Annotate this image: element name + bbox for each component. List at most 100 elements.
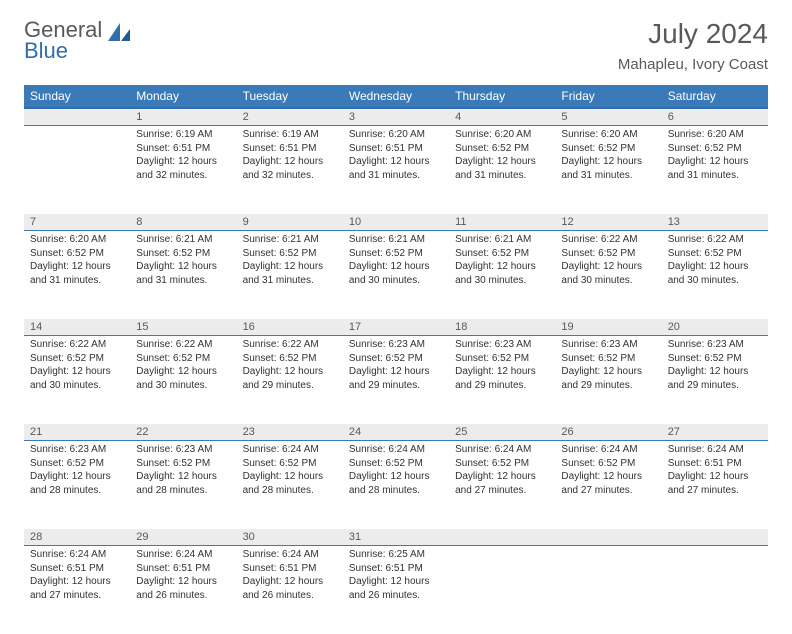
day-cell: Sunrise: 6:24 AMSunset: 6:51 PMDaylight:…: [130, 546, 236, 634]
sunset-label: Sunset:: [30, 458, 64, 469]
daylight-label: Daylight:: [243, 471, 282, 482]
day-cell: [662, 546, 768, 634]
sunrise-value: 6:24 AM: [282, 444, 319, 455]
sunset-label: Sunset:: [561, 353, 595, 364]
daylight-label: Daylight:: [243, 261, 282, 272]
sunset-label: Sunset:: [668, 248, 702, 259]
sunrise-label: Sunrise:: [349, 129, 386, 140]
day-number: 12: [555, 214, 661, 231]
sunrise-label: Sunrise:: [30, 234, 67, 245]
day-number: 30: [237, 529, 343, 546]
sunrise-value: 6:19 AM: [176, 129, 213, 140]
daylight-label: Daylight:: [561, 471, 600, 482]
sunset-value: 6:52 PM: [173, 353, 210, 364]
day-number: 9: [237, 214, 343, 231]
day-number: 4: [449, 109, 555, 126]
daylight-label: Daylight:: [668, 156, 707, 167]
sunset-value: 6:52 PM: [492, 458, 529, 469]
sunset-label: Sunset:: [243, 143, 277, 154]
day-cell: Sunrise: 6:20 AMSunset: 6:52 PMDaylight:…: [449, 126, 555, 214]
sunrise-label: Sunrise:: [561, 444, 598, 455]
sunrise-value: 6:22 AM: [707, 234, 744, 245]
sunrise-label: Sunrise:: [136, 339, 173, 350]
sunrise-label: Sunrise:: [243, 444, 280, 455]
day-cell: Sunrise: 6:24 AMSunset: 6:52 PMDaylight:…: [555, 441, 661, 529]
daylight-label: Daylight:: [349, 471, 388, 482]
day-number: 14: [24, 319, 130, 336]
daylight-label: Daylight:: [455, 156, 494, 167]
sunset-label: Sunset:: [136, 458, 170, 469]
logo: General Blue: [24, 18, 132, 62]
sunset-label: Sunset:: [136, 143, 170, 154]
sunset-value: 6:51 PM: [386, 143, 423, 154]
sunrise-label: Sunrise:: [243, 339, 280, 350]
daylight-label: Daylight:: [30, 366, 69, 377]
daylight-label: Daylight:: [243, 576, 282, 587]
daylight-label: Daylight:: [136, 261, 175, 272]
day-number: 1: [130, 109, 236, 126]
day-cell: Sunrise: 6:20 AMSunset: 6:52 PMDaylight:…: [555, 126, 661, 214]
daylight-label: Daylight:: [455, 261, 494, 272]
day-header: Saturday: [662, 85, 768, 108]
sunrise-label: Sunrise:: [455, 339, 492, 350]
sunrise-label: Sunrise:: [30, 444, 67, 455]
sunset-value: 6:51 PM: [67, 563, 104, 574]
page-header: General Blue July 2024 Mahapleu, Ivory C…: [24, 18, 768, 73]
sunset-value: 6:52 PM: [492, 143, 529, 154]
sunset-value: 6:52 PM: [67, 458, 104, 469]
day-number: 11: [449, 214, 555, 231]
sunset-value: 6:52 PM: [67, 353, 104, 364]
day-cell: Sunrise: 6:23 AMSunset: 6:52 PMDaylight:…: [555, 336, 661, 424]
day-number: 8: [130, 214, 236, 231]
day-cell: Sunrise: 6:22 AMSunset: 6:52 PMDaylight:…: [662, 231, 768, 319]
sunrise-value: 6:23 AM: [495, 339, 532, 350]
day-cell: Sunrise: 6:21 AMSunset: 6:52 PMDaylight:…: [343, 231, 449, 319]
day-cell: Sunrise: 6:24 AMSunset: 6:52 PMDaylight:…: [237, 441, 343, 529]
daylight-label: Daylight:: [668, 261, 707, 272]
day-cell: Sunrise: 6:23 AMSunset: 6:52 PMDaylight:…: [662, 336, 768, 424]
daylight-label: Daylight:: [136, 366, 175, 377]
month-title: July 2024: [618, 18, 768, 50]
sunrise-label: Sunrise:: [243, 129, 280, 140]
day-cell: [555, 546, 661, 634]
daylight-label: Daylight:: [455, 366, 494, 377]
daylight-label: Daylight:: [455, 471, 494, 482]
sunset-label: Sunset:: [668, 458, 702, 469]
day-number: 29: [130, 529, 236, 546]
sunrise-label: Sunrise:: [561, 234, 598, 245]
sunset-value: 6:51 PM: [173, 143, 210, 154]
sunset-value: 6:52 PM: [279, 458, 316, 469]
daylight-label: Daylight:: [349, 156, 388, 167]
day-number: 13: [662, 214, 768, 231]
sunset-value: 6:51 PM: [704, 458, 741, 469]
day-cell: Sunrise: 6:23 AMSunset: 6:52 PMDaylight:…: [24, 441, 130, 529]
sunrise-value: 6:21 AM: [176, 234, 213, 245]
day-cell: Sunrise: 6:22 AMSunset: 6:52 PMDaylight:…: [555, 231, 661, 319]
location: Mahapleu, Ivory Coast: [618, 56, 768, 73]
day-number: [555, 529, 661, 546]
day-cell: Sunrise: 6:20 AMSunset: 6:52 PMDaylight:…: [24, 231, 130, 319]
sunrise-label: Sunrise:: [136, 234, 173, 245]
day-number: 22: [130, 424, 236, 441]
sunset-label: Sunset:: [561, 248, 595, 259]
sunrise-value: 6:25 AM: [388, 549, 425, 560]
day-number: 24: [343, 424, 449, 441]
day-cell: Sunrise: 6:19 AMSunset: 6:51 PMDaylight:…: [237, 126, 343, 214]
day-header: Wednesday: [343, 85, 449, 108]
day-cell: Sunrise: 6:22 AMSunset: 6:52 PMDaylight:…: [237, 336, 343, 424]
day-number: 21: [24, 424, 130, 441]
sunrise-label: Sunrise:: [136, 129, 173, 140]
daylight-label: Daylight:: [243, 366, 282, 377]
sunset-label: Sunset:: [243, 563, 277, 574]
sunrise-value: 6:24 AM: [707, 444, 744, 455]
day-number: 31: [343, 529, 449, 546]
day-cell: Sunrise: 6:23 AMSunset: 6:52 PMDaylight:…: [343, 336, 449, 424]
daylight-label: Daylight:: [561, 261, 600, 272]
daylight-label: Daylight:: [30, 471, 69, 482]
sunset-label: Sunset:: [455, 143, 489, 154]
day-number: [449, 529, 555, 546]
day-cell: Sunrise: 6:21 AMSunset: 6:52 PMDaylight:…: [237, 231, 343, 319]
day-number: 26: [555, 424, 661, 441]
sunset-value: 6:51 PM: [279, 143, 316, 154]
sunrise-value: 6:20 AM: [601, 129, 638, 140]
